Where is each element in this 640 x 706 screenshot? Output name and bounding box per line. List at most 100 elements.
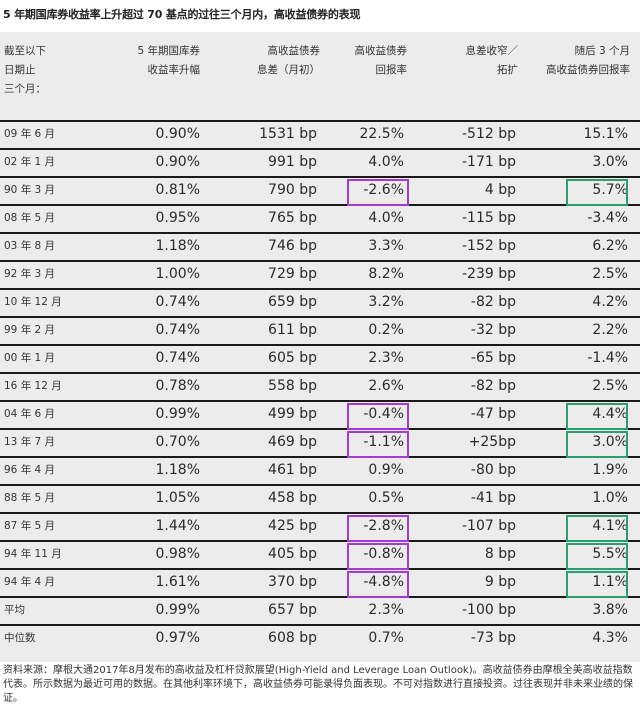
cell-spread-change: -82 bp	[470, 294, 516, 310]
header-next-3m-return: 随后 3 个月 高收益债券回报率	[546, 45, 630, 76]
table-row: 00 年 1 月 0.74% 605 bp 2.3% -65 bp -1.4%	[0, 344, 640, 370]
cell-yield-rise: 0.74%	[155, 350, 200, 366]
cell-yield-rise: 0.81%	[155, 182, 200, 198]
cell-return: 22.5%	[359, 126, 404, 142]
cell-return: 8.2%	[368, 266, 404, 282]
cell-spread: 405 bp	[268, 546, 317, 562]
cell-date: 13 年 7 月	[4, 436, 56, 448]
cell-next-3m-return: 1.9%	[592, 462, 628, 478]
cell-return: 3.3%	[368, 238, 404, 254]
cell-return: 2.3%	[368, 602, 404, 618]
cell-yield-rise: 1.18%	[155, 238, 200, 254]
cell-spread: 765 bp	[268, 210, 317, 226]
cell-return: 2.6%	[368, 378, 404, 394]
cell-spread: 659 bp	[268, 294, 317, 310]
table-row: 94 年 11 月 0.98% 405 bp -0.8% 8 bp 5.5%	[0, 540, 640, 566]
cell-spread-change: -171 bp	[462, 154, 516, 170]
cell-return: -2.8%	[363, 518, 404, 534]
cell-next-3m-return: 3.0%	[592, 434, 628, 450]
cell-return: -4.8%	[363, 574, 404, 590]
table-row: 94 年 4 月 1.61% 370 bp -4.8% 9 bp 1.1%	[0, 568, 640, 594]
table-row: 87 年 5 月 1.44% 425 bp -2.8% -107 bp 4.1%	[0, 512, 640, 538]
cell-yield-rise: 0.95%	[155, 210, 200, 226]
table-row: 90 年 3 月 0.81% 790 bp -2.6% 4 bp 5.7%	[0, 176, 640, 202]
cell-return: 4.0%	[368, 210, 404, 226]
cell-yield-rise: 0.99%	[155, 602, 200, 618]
cell-yield-rise: 1.44%	[155, 518, 200, 534]
cell-next-3m-return: 1.0%	[592, 490, 628, 506]
table-title: 5 年期国库券收益率上升超过 70 基点的过往三个月内，高收益债券的表现	[3, 8, 361, 21]
cell-spread: 458 bp	[268, 490, 317, 506]
cell-spread: 746 bp	[268, 238, 317, 254]
source-footnote: 资料来源：摩根大通2017年8月发布的高收益及杠杆贷款展望(High-Yield…	[3, 665, 633, 704]
table-row: 02 年 1 月 0.90% 991 bp 4.0% -171 bp 3.0%	[0, 148, 640, 174]
cell-date: 平均	[4, 604, 25, 616]
cell-spread-change: -80 bp	[470, 462, 516, 478]
cell-spread-change: -47 bp	[470, 406, 516, 422]
cell-spread-change: -41 bp	[470, 490, 516, 506]
cell-spread-change: -152 bp	[462, 238, 516, 254]
cell-spread-change: -115 bp	[462, 210, 516, 226]
cell-yield-rise: 0.70%	[155, 434, 200, 450]
cell-next-3m-return: -1.4%	[587, 350, 628, 366]
cell-next-3m-return: 2.5%	[592, 378, 628, 394]
cell-next-3m-return: 4.1%	[592, 518, 628, 534]
cell-next-3m-return: 1.1%	[592, 574, 628, 590]
cell-spread: 370 bp	[268, 574, 317, 590]
cell-yield-rise: 0.90%	[155, 126, 200, 142]
cell-spread: 499 bp	[268, 406, 317, 422]
cell-next-3m-return: 4.4%	[592, 406, 628, 422]
header-date: 截至以下 日期止 三个月：	[4, 45, 46, 95]
cell-date: 94 年 4 月	[4, 576, 56, 588]
cell-return: 0.9%	[368, 462, 404, 478]
table-row: 92 年 3 月 1.00% 729 bp 8.2% -239 bp 2.5%	[0, 260, 640, 286]
table-row: 10 年 12 月 0.74% 659 bp 3.2% -82 bp 4.2%	[0, 288, 640, 314]
cell-spread: 1531 bp	[259, 126, 317, 142]
cell-yield-rise: 0.90%	[155, 154, 200, 170]
cell-yield-rise: 0.74%	[155, 322, 200, 338]
header-return: 高收益债券 回报率	[354, 45, 408, 76]
header-spread: 高收益债券 息差（月初）	[257, 45, 320, 76]
cell-next-3m-return: 3.8%	[592, 602, 628, 618]
cell-spread-change: -82 bp	[470, 378, 516, 394]
cell-date: 02 年 1 月	[4, 156, 56, 168]
cell-next-3m-return: 5.7%	[592, 182, 628, 198]
table-row: 88 年 5 月 1.05% 458 bp 0.5% -41 bp 1.0%	[0, 484, 640, 510]
cell-spread: 425 bp	[268, 518, 317, 534]
cell-yield-rise: 0.99%	[155, 406, 200, 422]
table-row: 13 年 7 月 0.70% 469 bp -1.1% +25bp 3.0%	[0, 428, 640, 454]
cell-next-3m-return: -3.4%	[587, 210, 628, 226]
table-row: 平均 0.99% 657 bp 2.3% -100 bp 3.8%	[0, 596, 640, 622]
cell-date: 88 年 5 月	[4, 492, 56, 504]
cell-yield-rise: 0.98%	[155, 546, 200, 562]
cell-yield-rise: 1.05%	[155, 490, 200, 506]
cell-spread: 469 bp	[268, 434, 317, 450]
cell-return: 0.2%	[368, 322, 404, 338]
cell-spread-change: -32 bp	[470, 322, 516, 338]
cell-next-3m-return: 4.3%	[592, 630, 628, 646]
cell-spread-change: -239 bp	[462, 266, 516, 282]
cell-date: 08 年 5 月	[4, 212, 56, 224]
cell-date: 04 年 6 月	[4, 408, 56, 420]
table-row: 04 年 6 月 0.99% 499 bp -0.4% -47 bp 4.4%	[0, 400, 640, 426]
cell-return: 0.5%	[368, 490, 404, 506]
cell-spread-change: 8 bp	[484, 546, 516, 562]
cell-return: -0.8%	[363, 546, 404, 562]
table-row: 08 年 5 月 0.95% 765 bp 4.0% -115 bp -3.4%	[0, 204, 640, 230]
cell-yield-rise: 1.61%	[155, 574, 200, 590]
table-row: 99 年 2 月 0.74% 611 bp 0.2% -32 bp 2.2%	[0, 316, 640, 342]
cell-return: 3.2%	[368, 294, 404, 310]
table-row: 09 年 6 月 0.90% 1531 bp 22.5% -512 bp 15.1%	[0, 120, 640, 146]
cell-date: 03 年 8 月	[4, 240, 56, 252]
cell-spread: 790 bp	[268, 182, 317, 198]
cell-date: 中位数	[4, 632, 36, 644]
cell-next-3m-return: 3.0%	[592, 154, 628, 170]
cell-spread: 461 bp	[268, 462, 317, 478]
cell-date: 16 年 12 月	[4, 380, 62, 392]
cell-yield-rise: 1.18%	[155, 462, 200, 478]
cell-return: 0.7%	[368, 630, 404, 646]
table-row: 16 年 12 月 0.78% 558 bp 2.6% -82 bp 2.5%	[0, 372, 640, 398]
cell-return: -1.1%	[363, 434, 404, 450]
cell-next-3m-return: 2.5%	[592, 266, 628, 282]
cell-date: 10 年 12 月	[4, 296, 62, 308]
